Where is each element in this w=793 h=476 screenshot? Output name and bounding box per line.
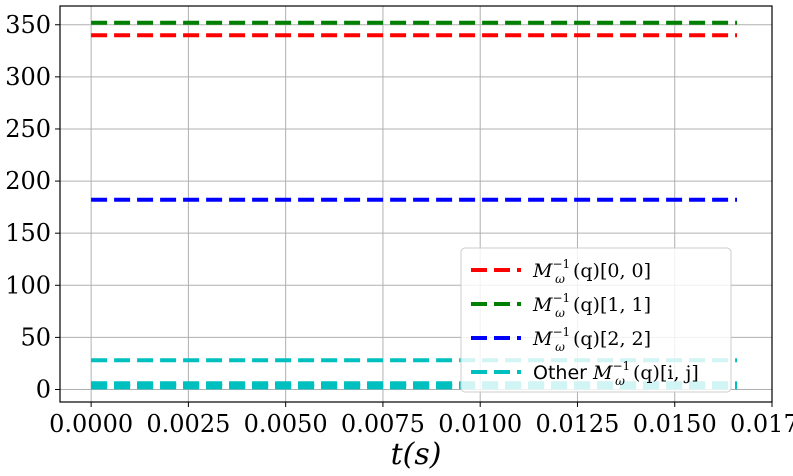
y-tick-label: 250 (5, 115, 51, 143)
x-tick-label: 0.0075 (341, 410, 425, 438)
x-tick-label: 0.0100 (438, 410, 522, 438)
x-axis-label: t(s) (391, 437, 442, 472)
x-tick-label: 0.0125 (535, 410, 619, 438)
legend-entry-label: Other M−1 ω (q)[i, j] (533, 359, 699, 388)
axis-ticks: 0.0000 0.0025 0.0050 0.0075 0.0100 0.0125 0.01… (5, 11, 793, 438)
y-tick-label: 0 (36, 375, 51, 403)
y-tick-label: 50 (20, 323, 51, 351)
legend: M−1 ω (q)[0, 0] M−1 ω (q)[1, 1] M−1 ω (q)[2, 2] O… (460, 247, 732, 393)
legend-entry-label: M−1 ω (q)[1, 1] (532, 291, 651, 320)
plot-frame (59, 5, 773, 403)
y-tick-label: 300 (5, 63, 51, 91)
x-tick-label: 0.0050 (244, 410, 328, 438)
x-tick-label: 0.0000 (49, 410, 133, 438)
x-tick-label: 0.0175 (730, 410, 793, 438)
legend-box (460, 247, 732, 393)
x-tick-label: 0.0150 (633, 410, 717, 438)
y-tick-label: 100 (5, 271, 51, 299)
y-tick-label: 350 (5, 11, 51, 39)
legend-entry-label: M−1 ω (q)[2, 2] (532, 325, 651, 354)
y-tick-label: 200 (5, 167, 51, 195)
y-tick-label: 150 (5, 219, 51, 247)
legend-entry-label: M−1 ω (q)[0, 0] (532, 257, 651, 286)
x-tick-label: 0.0025 (146, 410, 230, 438)
